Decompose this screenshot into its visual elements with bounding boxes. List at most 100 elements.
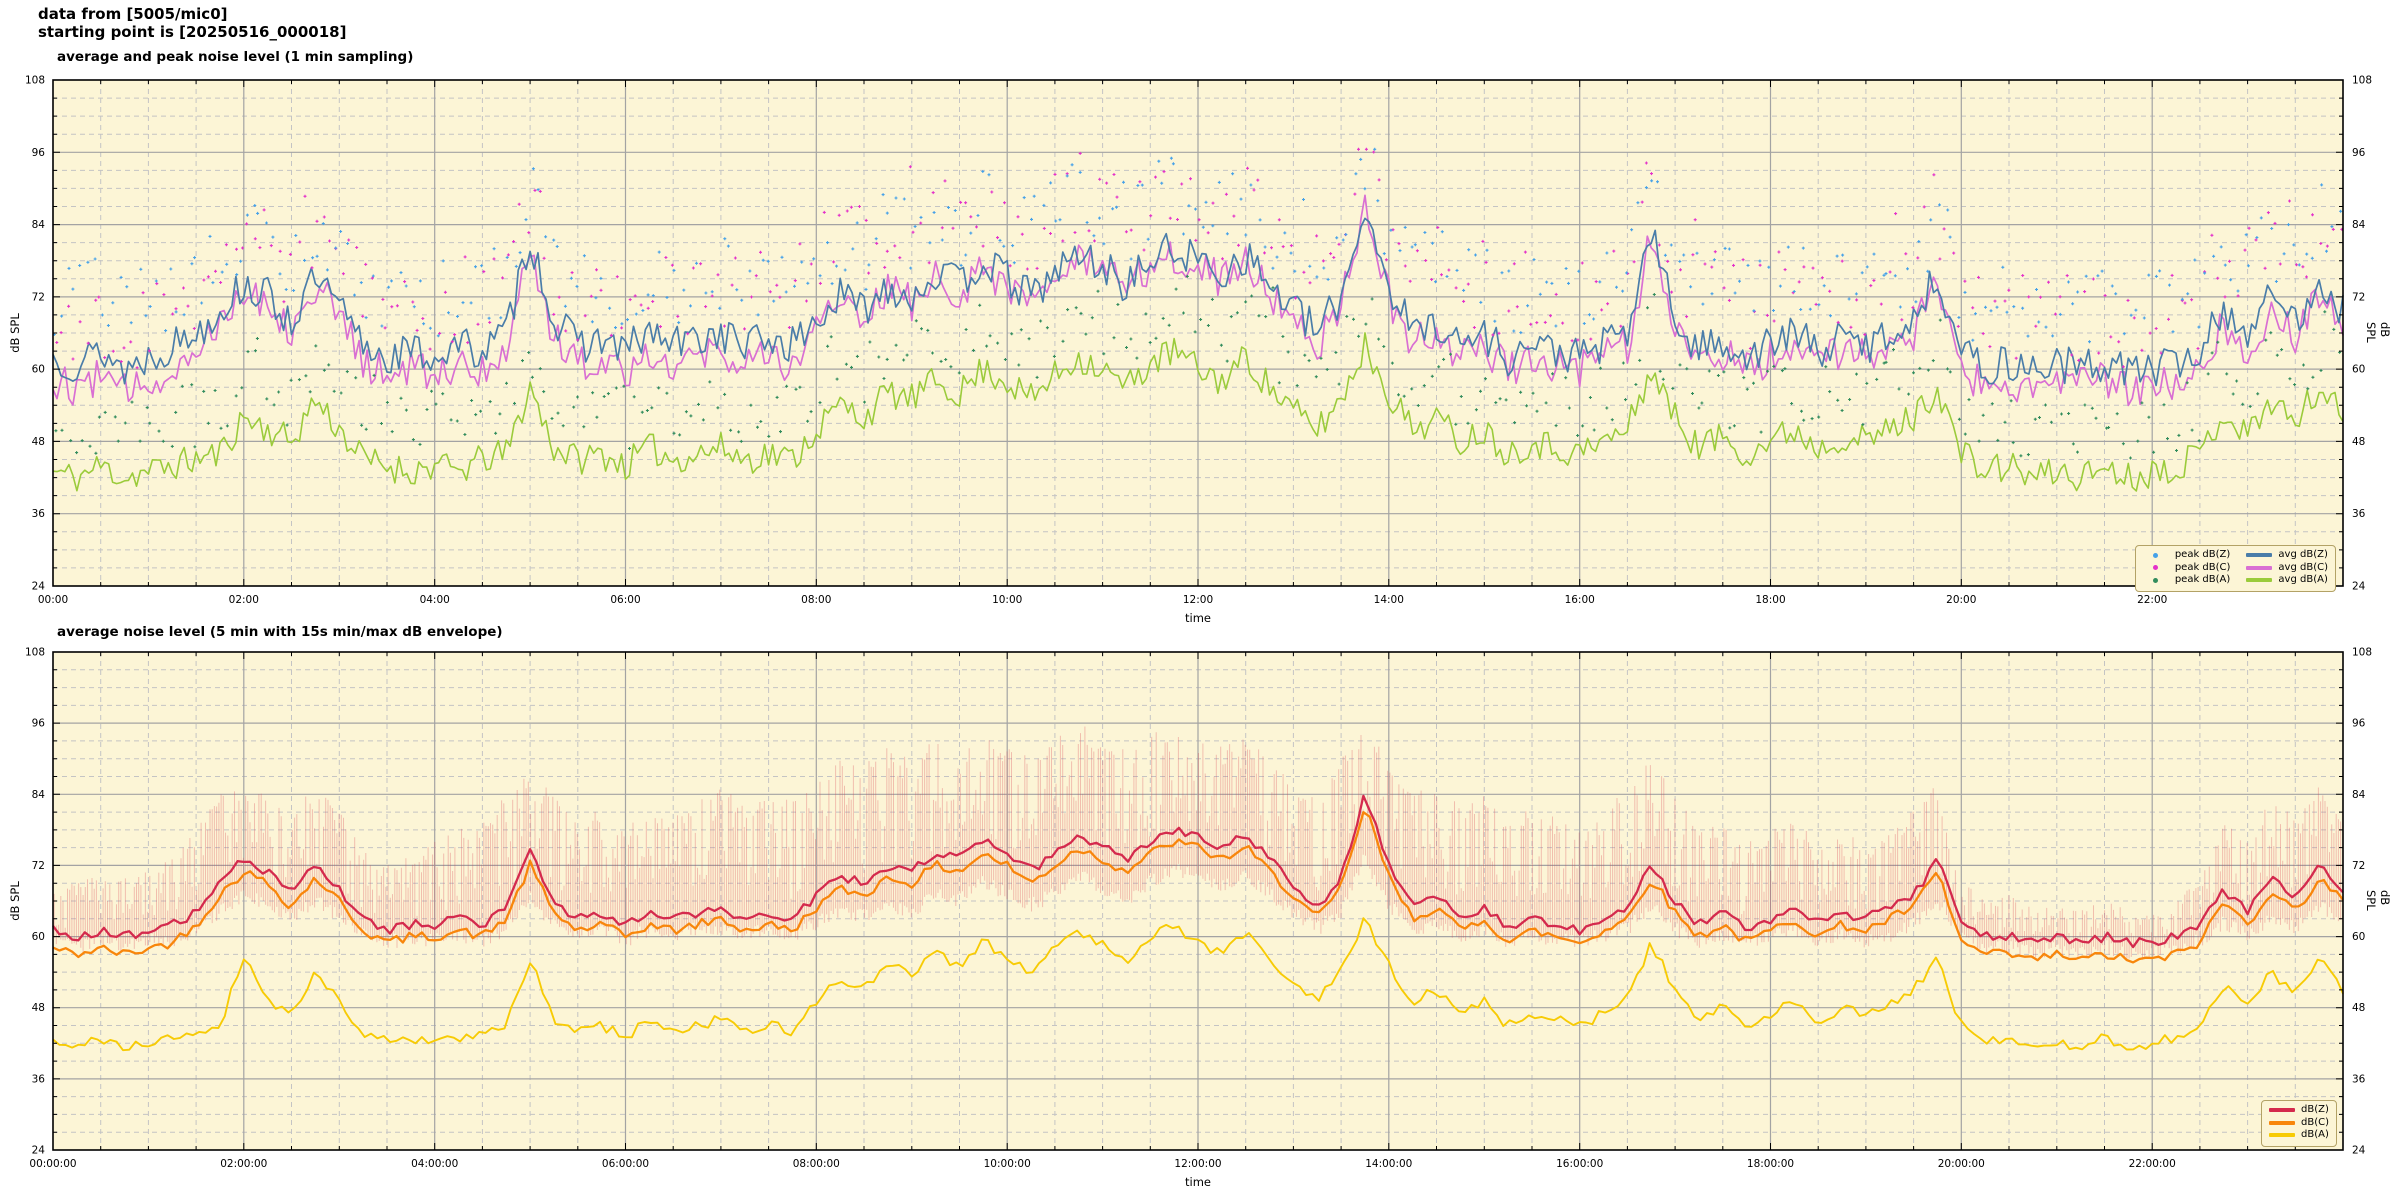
bottom-chart: 00:00:00 02:00:00 04:00:00 06:00:00 08:00:00… xyxy=(25,647,2372,1171)
y-tick-label-right: 72 xyxy=(2352,860,2365,872)
legend-label: peak dB(C) xyxy=(2174,561,2231,573)
y-tick-label-right: 36 xyxy=(2352,508,2366,520)
legend-label: peak dB(A) xyxy=(2174,574,2231,585)
bottom-chart-ylabel-right: dB SPL xyxy=(2364,890,2392,911)
x-tick-label: 02:00 xyxy=(229,594,259,606)
x-tick-label: 02:00:00 xyxy=(220,1158,267,1170)
legend-line-swatch xyxy=(2269,1133,2295,1138)
series-dB(Z) xyxy=(52,794,2344,949)
bottom-chart-ylabel-left: dB SPL xyxy=(8,881,22,921)
series-dB(A) xyxy=(52,917,2344,1052)
y-tick-label-left: 84 xyxy=(32,219,46,231)
legend-item: peak dB(A) xyxy=(2143,574,2231,587)
x-tick-label: 10:00 xyxy=(992,594,1022,606)
x-tick-label: 14:00 xyxy=(1374,594,1404,606)
legend-dot-swatch xyxy=(2143,552,2169,558)
y-tick-label-right: 24 xyxy=(2352,1145,2366,1157)
legend-label: peak dB(Z) xyxy=(2174,549,2231,560)
y-tick-label-left: 60 xyxy=(32,364,45,376)
y-tick-label-right: 24 xyxy=(2352,581,2366,593)
x-tick-label: 12:00:00 xyxy=(1174,1158,1221,1170)
legend-item: dB(Z) xyxy=(2269,1104,2329,1117)
legend-item: peak dB(Z) xyxy=(2143,549,2231,562)
legend-label: avg dB(Z) xyxy=(2278,549,2328,560)
x-tick-label: 12:00 xyxy=(1183,594,1213,606)
legend-line-swatch xyxy=(2246,578,2273,583)
y-tick-label-right: 72 xyxy=(2352,291,2365,303)
x-tick-label: 04:00:00 xyxy=(411,1158,458,1170)
y-tick-label-right: 48 xyxy=(2352,436,2365,448)
legend-item: avg dB(Z) xyxy=(2246,549,2328,562)
y-tick-label-left: 60 xyxy=(32,931,45,943)
y-tick-label-left: 72 xyxy=(32,860,45,872)
axis-ticks xyxy=(52,651,2344,1151)
x-tick-label: 08:00 xyxy=(801,594,831,606)
scatter-peak dB(Z) xyxy=(52,147,2343,344)
y-tick-label-left: 96 xyxy=(32,718,46,730)
legend-label: avg dB(C) xyxy=(2278,561,2328,573)
legend-label: dB(A) xyxy=(2301,1129,2329,1140)
y-tick-label-right: 84 xyxy=(2352,219,2366,231)
y-tick-label-left: 72 xyxy=(32,291,45,303)
x-tick-label: 16:00 xyxy=(1565,594,1595,606)
legend-dot-swatch xyxy=(2143,577,2169,583)
y-tick-label-left: 24 xyxy=(32,1145,46,1157)
y-tick-label-right: 108 xyxy=(2352,647,2372,659)
header-data-source: data from [5005/mic0] xyxy=(38,5,228,23)
axis-ticks xyxy=(52,79,2344,587)
legend-label: avg dB(A) xyxy=(2278,574,2328,585)
x-tick-label: 04:00 xyxy=(420,594,450,606)
series-avg dB(Z) xyxy=(52,217,2344,387)
x-tick-label: 16:00:00 xyxy=(1556,1158,1603,1170)
top-chart-ylabel-left: dB SPL xyxy=(8,313,22,353)
x-tick-label: 18:00 xyxy=(1755,594,1785,606)
x-tick-label: 18:00:00 xyxy=(1747,1158,1794,1170)
x-tick-label: 22:00 xyxy=(2137,594,2167,606)
x-tick-label: 20:00 xyxy=(1946,594,1976,606)
scatter-peak dB(A) xyxy=(54,274,2342,460)
y-tick-label-left: 48 xyxy=(32,1002,45,1014)
legend-dot-swatch xyxy=(2143,565,2169,571)
top-chart-ylabel-right: dB SPL xyxy=(2364,322,2392,343)
x-tick-label: 10:00:00 xyxy=(984,1158,1031,1170)
legend-line-swatch xyxy=(2269,1120,2295,1125)
y-tick-label-left: 96 xyxy=(32,147,46,159)
legend-item: peak dB(C) xyxy=(2143,561,2231,575)
top-chart-legend: peak dB(Z) avg dB(Z) peak dB(C) avg dB(C) pe… xyxy=(2134,545,2336,592)
scatter-peak dB(C) xyxy=(55,147,2344,370)
y-tick-label-right: 60 xyxy=(2352,931,2365,943)
legend-item: dB(C) xyxy=(2269,1117,2329,1130)
x-tick-label: 08:00:00 xyxy=(793,1158,840,1170)
legend-item: avg dB(A) xyxy=(2246,574,2328,587)
y-tick-label-left: 36 xyxy=(32,1073,46,1085)
bottom-chart-xlabel: time xyxy=(1185,1175,1211,1189)
x-tick-label: 14:00:00 xyxy=(1365,1158,1412,1170)
grid-major xyxy=(53,652,2343,1150)
y-tick-label-left: 84 xyxy=(32,789,46,801)
y-tick-label-left: 48 xyxy=(32,436,45,448)
x-tick-label: 22:00:00 xyxy=(2129,1158,2176,1170)
top-chart-xlabel: time xyxy=(1185,611,1211,625)
legend-line-swatch xyxy=(2269,1108,2295,1113)
x-tick-label: 00:00:00 xyxy=(29,1158,76,1170)
y-tick-label-left: 108 xyxy=(25,75,45,87)
x-tick-label: 20:00:00 xyxy=(1938,1158,1985,1170)
legend-label: dB(Z) xyxy=(2301,1104,2329,1115)
y-tick-label-right: 60 xyxy=(2352,364,2365,376)
header-starting-point: starting point is [20250516_000018] xyxy=(38,23,347,41)
top-chart-title: average and peak noise level (1 min samp… xyxy=(57,49,414,65)
legend-item: avg dB(C) xyxy=(2246,562,2328,575)
legend-line-swatch xyxy=(2246,553,2273,558)
top-chart: 00:00 02:00 04:00 06:00 08:00 10:00 12:00 14:00… xyxy=(25,75,2372,607)
y-tick-label-right: 36 xyxy=(2352,1073,2366,1085)
legend-line-swatch xyxy=(2246,565,2273,570)
y-tick-label-right: 108 xyxy=(2352,75,2372,87)
series-avg dB(C) xyxy=(52,194,2344,407)
y-tick-label-right: 96 xyxy=(2352,718,2366,730)
series-avg dB(A) xyxy=(52,332,2344,492)
legend-item: dB(A) xyxy=(2269,1129,2329,1142)
y-tick-label-right: 84 xyxy=(2352,789,2366,801)
x-tick-label: 06:00:00 xyxy=(602,1158,649,1170)
